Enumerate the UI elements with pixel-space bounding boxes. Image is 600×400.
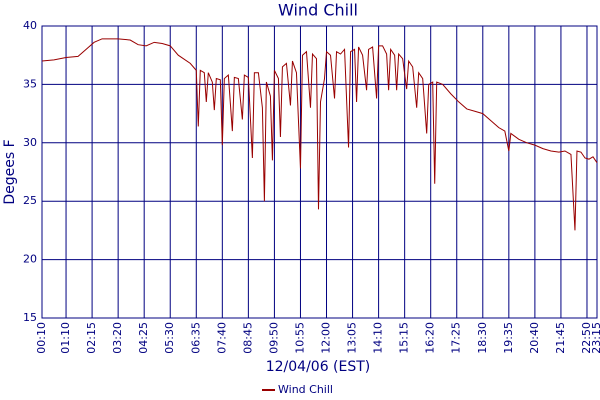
x-tick-label: 12:00 [320,322,333,354]
x-tick-label: 23:15 [590,322,600,354]
x-tick-label: 05:30 [163,322,176,354]
x-tick-label: 01:10 [59,322,72,354]
chart-title: Wind Chill [278,1,358,20]
y-tick-label: 25 [23,194,37,207]
y-tick-label: 30 [23,136,37,149]
x-tick-label: 15:15 [398,322,411,354]
x-tick-label: 02:15 [85,322,98,354]
legend-label: Wind Chill [278,383,333,396]
x-tick-label: 13:05 [346,322,359,354]
x-tick-label: 07:40 [215,322,228,354]
x-tick-label: 04:25 [137,322,150,354]
y-tick-label: 15 [23,311,37,324]
x-tick-label: 08:45 [241,322,254,354]
x-tick-label: 22:50 [580,322,593,354]
x-tick-label: 18:30 [476,322,489,354]
y-tick-label: 40 [23,19,37,32]
x-tick-label: 00:10 [35,322,48,354]
x-tick-label: 03:20 [111,322,124,354]
x-tick-label: 14:10 [372,322,385,354]
x-tick-label: 19:35 [502,322,515,354]
x-tick-label: 10:55 [293,322,306,354]
x-tick-label: 21:45 [554,322,567,354]
x-tick-label: 17:25 [450,322,463,354]
plot-border [41,25,598,319]
x-tick-label: 16:20 [424,322,437,354]
x-tick-label: 09:50 [267,322,280,354]
y-tick-label: 35 [23,77,37,90]
data-line [41,38,598,231]
y-axis-label: Degees F [2,139,18,204]
x-axis-label: 12/04/06 (EST) [266,359,371,375]
x-tick-label: 20:40 [528,322,541,354]
x-tick-label: 06:35 [189,322,202,354]
y-tick-label: 20 [23,253,37,266]
